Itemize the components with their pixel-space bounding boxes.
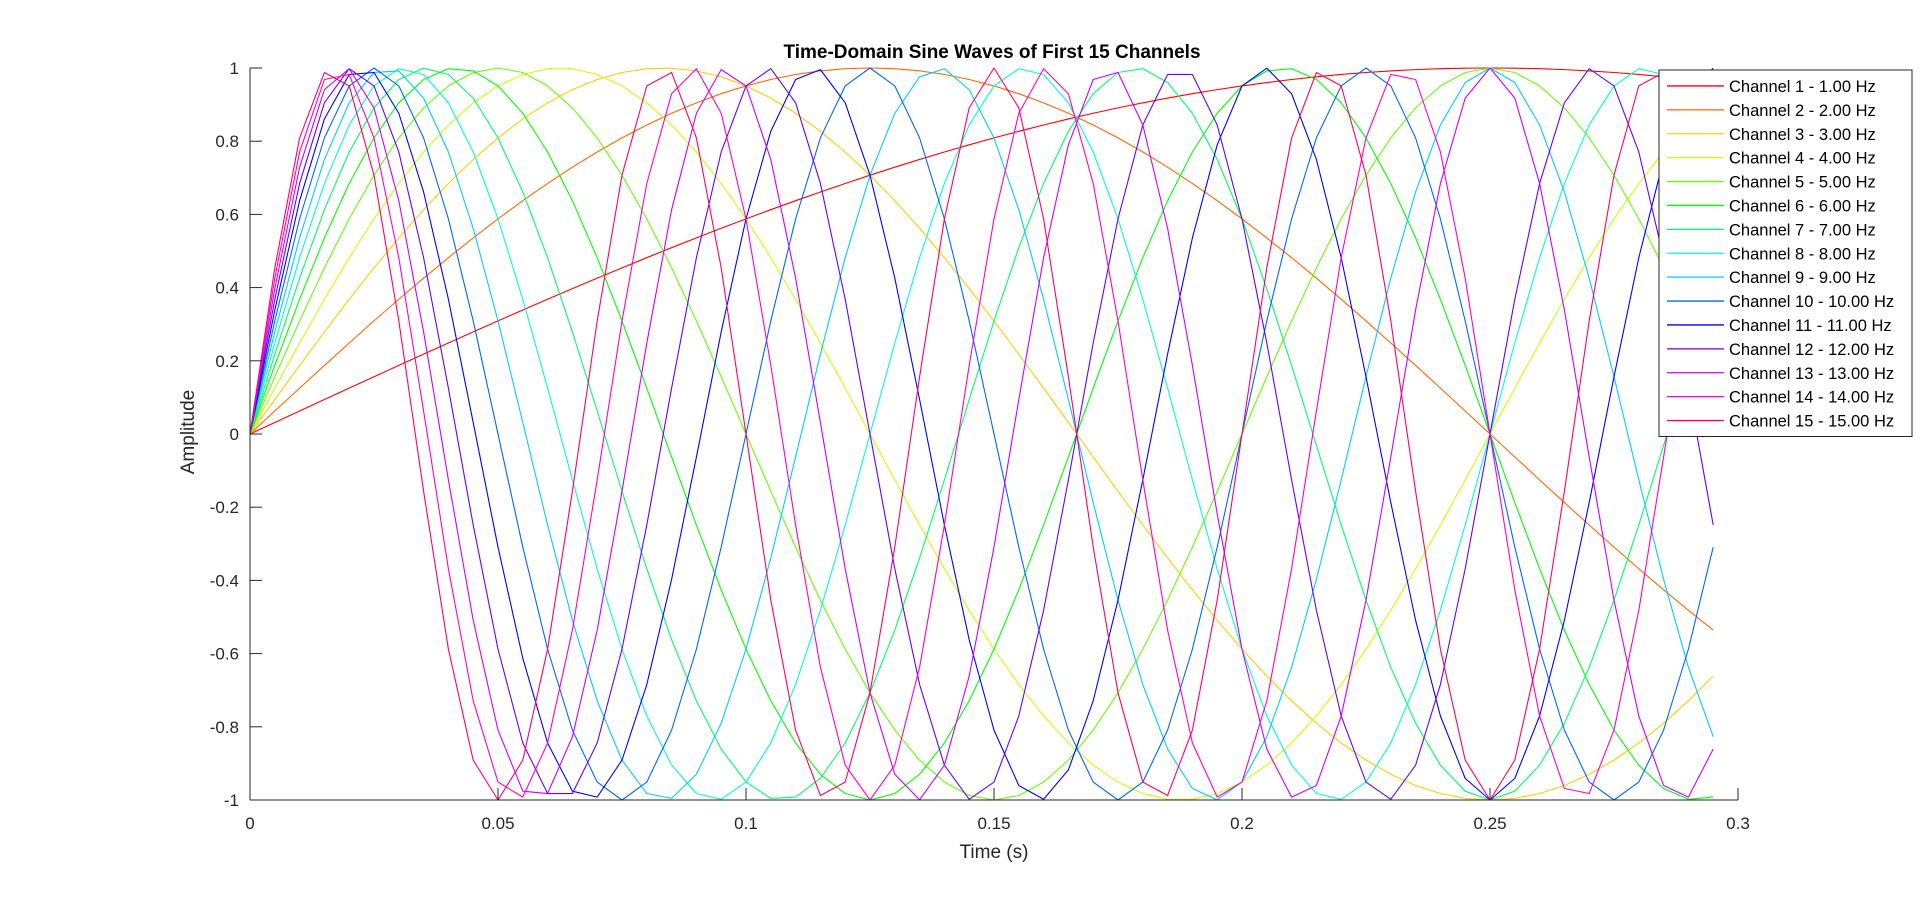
legend-label-channel-15: Channel 15 - 15.00 Hz bbox=[1729, 413, 1894, 431]
y-tick-label: 0.2 bbox=[215, 352, 239, 371]
legend-label-channel-7: Channel 7 - 7.00 Hz bbox=[1729, 221, 1876, 239]
legend-label-channel-4: Channel 4 - 4.00 Hz bbox=[1729, 150, 1876, 168]
y-tick-label: 0 bbox=[230, 425, 239, 444]
x-tick-label: 0.25 bbox=[1473, 814, 1506, 833]
series-line-channel-13 bbox=[249, 67, 1714, 801]
legend-label-channel-2: Channel 2 - 2.00 Hz bbox=[1729, 102, 1876, 120]
y-tick-label: 1 bbox=[230, 59, 239, 78]
series-line-channel-9 bbox=[249, 67, 1714, 801]
chart-title: Time-Domain Sine Waves of First 15 Chann… bbox=[783, 42, 1200, 63]
legend-label-channel-12: Channel 12 - 12.00 Hz bbox=[1729, 341, 1894, 359]
series-line-channel-5 bbox=[249, 67, 1714, 801]
series-line-channel-2 bbox=[249, 67, 1714, 631]
series-line-channel-3 bbox=[249, 67, 1714, 801]
series-line-channel-12 bbox=[249, 68, 1714, 800]
y-tick-label: 0.6 bbox=[215, 205, 239, 224]
series-line-channel-15 bbox=[249, 67, 1714, 801]
x-tick-label: 0.2 bbox=[1230, 814, 1254, 833]
y-tick-label: -1 bbox=[224, 791, 239, 810]
legend-label-channel-3: Channel 3 - 3.00 Hz bbox=[1729, 126, 1876, 144]
y-tick-label: 0.4 bbox=[215, 279, 239, 298]
y-axis-title: Amplitude bbox=[178, 390, 199, 475]
series-line-channel-1 bbox=[249, 67, 1714, 435]
legend-label-channel-10: Channel 10 - 10.00 Hz bbox=[1729, 293, 1894, 311]
y-tick-label: 0.8 bbox=[215, 132, 239, 151]
legend-label-channel-13: Channel 13 - 13.00 Hz bbox=[1729, 365, 1894, 383]
series-line-channel-8 bbox=[249, 68, 1714, 800]
x-tick-label: 0 bbox=[245, 814, 254, 833]
legend-label-channel-1: Channel 1 - 1.00 Hz bbox=[1729, 78, 1876, 96]
x-tick-label: 0.15 bbox=[977, 814, 1010, 833]
x-tick-label: 0.05 bbox=[481, 814, 514, 833]
legend: Channel 1 - 1.00 Hz Channel 2 - 2.00 Hz Ch… bbox=[1658, 69, 1913, 437]
series-line-channel-14 bbox=[249, 68, 1714, 801]
y-tick-label: -0.2 bbox=[210, 498, 239, 517]
series-line-channel-11 bbox=[249, 67, 1714, 801]
series-line-channel-7 bbox=[249, 67, 1714, 801]
series-group bbox=[249, 67, 1714, 801]
legend-label-channel-6: Channel 6 - 6.00 Hz bbox=[1729, 197, 1876, 215]
series-line-channel-10 bbox=[249, 67, 1714, 801]
legend-label-channel-9: Channel 9 - 9.00 Hz bbox=[1729, 269, 1876, 287]
x-tick-label: 0.1 bbox=[734, 814, 758, 833]
legend-label-channel-14: Channel 14 - 14.00 Hz bbox=[1729, 389, 1894, 407]
series-line-channel-6 bbox=[249, 68, 1714, 801]
y-tick-label: -0.8 bbox=[210, 718, 239, 737]
legend-label-channel-8: Channel 8 - 8.00 Hz bbox=[1729, 245, 1876, 263]
axes-group: 0 0.05 0.1 0.15 0.2 0.25 0.3 -1 -0.8 -0.6 -0.4 -0.2… bbox=[210, 59, 1750, 833]
y-tick-label: -0.4 bbox=[210, 571, 239, 590]
y-tick-label: -0.6 bbox=[210, 645, 239, 664]
series-line-channel-4 bbox=[249, 68, 1714, 800]
legend-label-channel-5: Channel 5 - 5.00 Hz bbox=[1729, 174, 1876, 192]
x-axis-title: Time (s) bbox=[960, 842, 1029, 863]
legend-label-channel-11: Channel 11 - 11.00 Hz bbox=[1729, 317, 1892, 335]
x-tick-label: 0.3 bbox=[1726, 814, 1750, 833]
